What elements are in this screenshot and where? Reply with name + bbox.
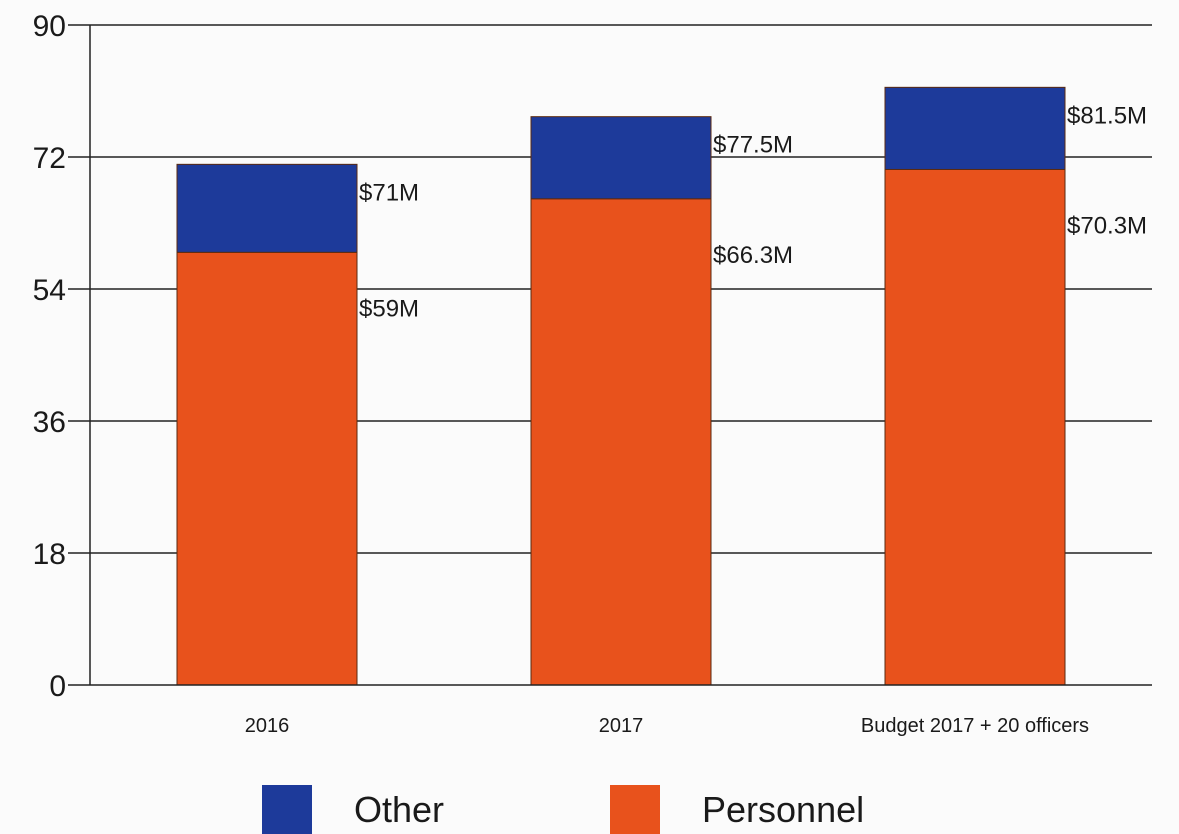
data-label-total: $77.5M [713,132,793,159]
data-label-total: $71M [359,179,419,206]
data-label-total: $81.5M [1067,102,1147,129]
bars [176,86,1066,686]
y-tick-label: 72 [33,142,66,175]
legend-swatch [610,785,660,834]
y-axis-ticks: 0 18 36 54 72 90 [33,10,66,703]
y-tick-label: 36 [33,406,66,439]
bar-personnel-1 [530,198,712,686]
bar-other-1 [530,116,712,200]
data-label-personnel: $59M [359,295,419,322]
bar-other-2 [884,86,1066,170]
data-label-personnel: $66.3M [713,242,793,269]
legend: Other Personnel [262,785,864,834]
legend-swatch [262,785,312,834]
x-tick-label: Budget 2017 + 20 officers [861,715,1089,737]
data-labels: $59M $71M $66.3M $77.5M $70.3M $81.5M [359,102,1147,322]
y-tick-label: 18 [33,538,66,571]
legend-label: Personnel [702,789,864,830]
legend-label: Other [354,789,444,830]
bar-other-0 [176,163,358,253]
x-tick-label: 2016 [245,715,290,737]
x-axis-ticks: 2016 2017 Budget 2017 + 20 officers [245,715,1089,737]
bar-personnel-0 [176,251,358,686]
bar-personnel-2 [884,168,1066,686]
x-tick-label: 2017 [599,715,644,737]
data-label-personnel: $70.3M [1067,212,1147,239]
y-tick-label: 54 [33,274,66,307]
y-tick-label: 90 [33,10,66,43]
y-tick-label: 0 [49,670,66,703]
